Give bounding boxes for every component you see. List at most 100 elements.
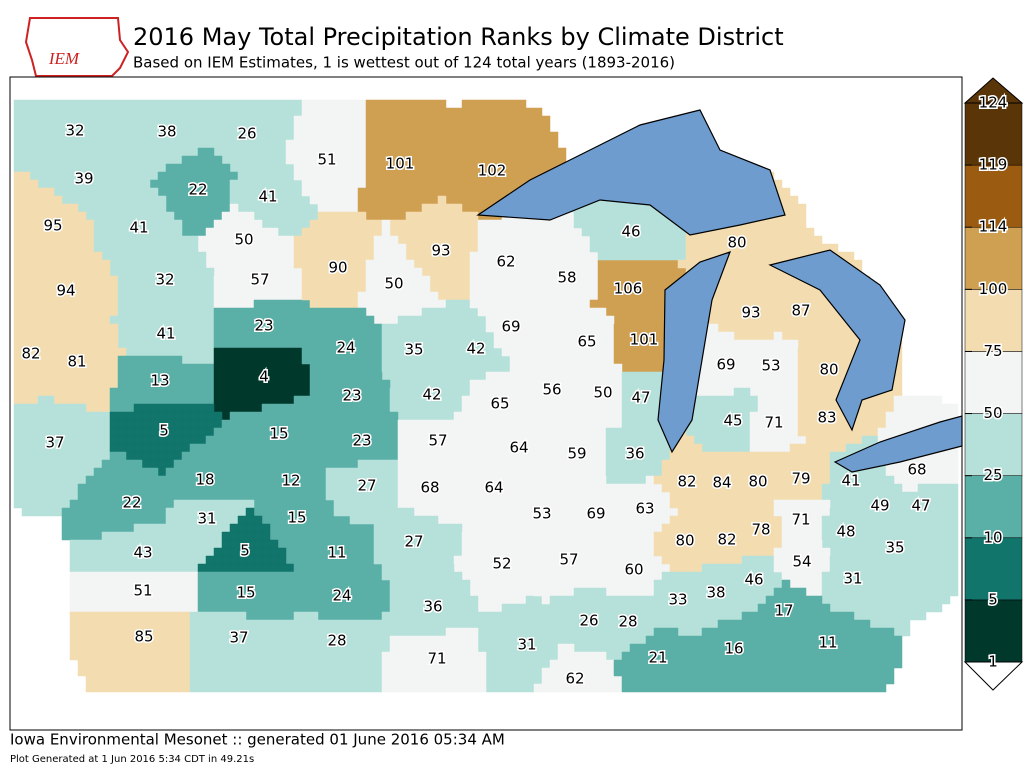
district-rank: 5 (159, 422, 169, 440)
district-rank: 82 (21, 345, 40, 363)
district-rank: 78 (751, 521, 770, 539)
district-rank: 58 (557, 269, 576, 287)
district-rank: 51 (133, 582, 152, 600)
district-rank: 15 (236, 584, 255, 602)
district (749, 579, 823, 653)
district (285, 611, 391, 693)
logo: IEM (24, 17, 130, 77)
colorbar-cap-bottom (963, 661, 1024, 691)
district-rank: 82 (677, 473, 696, 491)
district (149, 147, 239, 237)
district-rank: 47 (631, 389, 650, 407)
district (317, 411, 399, 469)
footer-line: Iowa Environmental Mesonet :: generated … (10, 731, 505, 749)
district-rank: 31 (197, 510, 216, 528)
district-rank: 94 (56, 282, 75, 300)
district-rank: 62 (565, 670, 584, 688)
district-rank: 71 (427, 650, 446, 668)
district-rank: 71 (791, 511, 810, 529)
district-rank: 41 (129, 219, 148, 237)
district (13, 147, 135, 221)
footer-note: Plot Generated at 1 Jun 2016 5:34 CDT in… (10, 754, 254, 765)
district (69, 611, 191, 693)
district-rank: 11 (327, 544, 346, 562)
district-rank: 33 (668, 591, 687, 609)
colorbar-label: 25 (983, 466, 1002, 484)
district-rank: 31 (843, 570, 862, 588)
district-rank: 12 (281, 472, 300, 490)
district (509, 475, 567, 549)
district-rank: 18 (195, 471, 214, 489)
district-rank: 23 (254, 317, 273, 335)
district-rank: 101 (386, 155, 415, 173)
lakes (476, 109, 963, 473)
district (533, 531, 607, 605)
district-rank: 43 (133, 544, 152, 562)
district-rank: 38 (706, 584, 725, 602)
district (293, 211, 383, 309)
district-rank: 47 (911, 497, 930, 515)
subtitle: Based on IEM Estimates, 1 is wettest out… (133, 54, 675, 72)
district-rank: 22 (122, 494, 141, 512)
district-rank: 27 (404, 533, 423, 551)
district-rank: 50 (234, 231, 253, 249)
district (749, 331, 799, 397)
district-rank: 23 (352, 432, 371, 450)
district (13, 395, 111, 517)
colorbar-cap-top (963, 77, 1024, 104)
logo-text: IEM (48, 49, 80, 68)
district-rank: 51 (317, 151, 336, 169)
title: 2016 May Total Precipitation Ranks by Cl… (133, 23, 784, 51)
district-rank: 53 (532, 505, 551, 523)
district-rank: 28 (618, 613, 637, 631)
lake-erie (833, 415, 963, 473)
district-rank: 53 (761, 357, 780, 375)
district (221, 395, 319, 469)
district-rank: 95 (43, 217, 62, 235)
district (197, 571, 295, 621)
district-rank: 50 (384, 275, 403, 293)
district (69, 571, 199, 613)
district (565, 475, 623, 549)
district (549, 587, 607, 653)
district (117, 99, 207, 181)
district-rank: 42 (422, 386, 441, 404)
district-rank: 17 (774, 602, 793, 620)
district-rank: 62 (496, 253, 515, 271)
district-rank: 46 (744, 571, 763, 589)
district-rank: 84 (712, 474, 731, 492)
district-rank: 87 (791, 302, 810, 320)
district-rank: 93 (431, 242, 450, 260)
district (685, 387, 759, 453)
colorbar-bin (964, 226, 1023, 290)
district (13, 251, 119, 325)
district-rank: 80 (748, 473, 767, 491)
district-rank: 41 (841, 472, 860, 490)
colorbar-label: 100 (979, 280, 1008, 298)
district-rank: 46 (621, 223, 640, 241)
district-rank: 16 (724, 640, 743, 658)
district-rank: 69 (586, 505, 605, 523)
colorbar-bin (964, 475, 1023, 539)
district-rank: 5 (240, 542, 250, 560)
colorbar-label: 75 (983, 342, 1002, 360)
district-rank: 38 (157, 123, 176, 141)
district (469, 211, 551, 301)
district-rank: 36 (625, 445, 644, 463)
district-rank: 45 (723, 412, 742, 430)
district-rank: 41 (258, 188, 277, 206)
district-rank: 52 (492, 555, 511, 573)
colorbar-label: 124 (979, 94, 1008, 112)
district (517, 347, 583, 429)
district-rank: 71 (764, 414, 783, 432)
district (781, 603, 903, 693)
district (693, 563, 743, 629)
district (93, 171, 183, 277)
colorbar-bin (964, 537, 1023, 601)
district-rank: 102 (478, 162, 507, 180)
district-rank: 11 (818, 634, 837, 652)
colorbar-bin (964, 289, 1023, 352)
district-rank: 80 (727, 234, 746, 252)
district-rank: 81 (67, 353, 86, 371)
